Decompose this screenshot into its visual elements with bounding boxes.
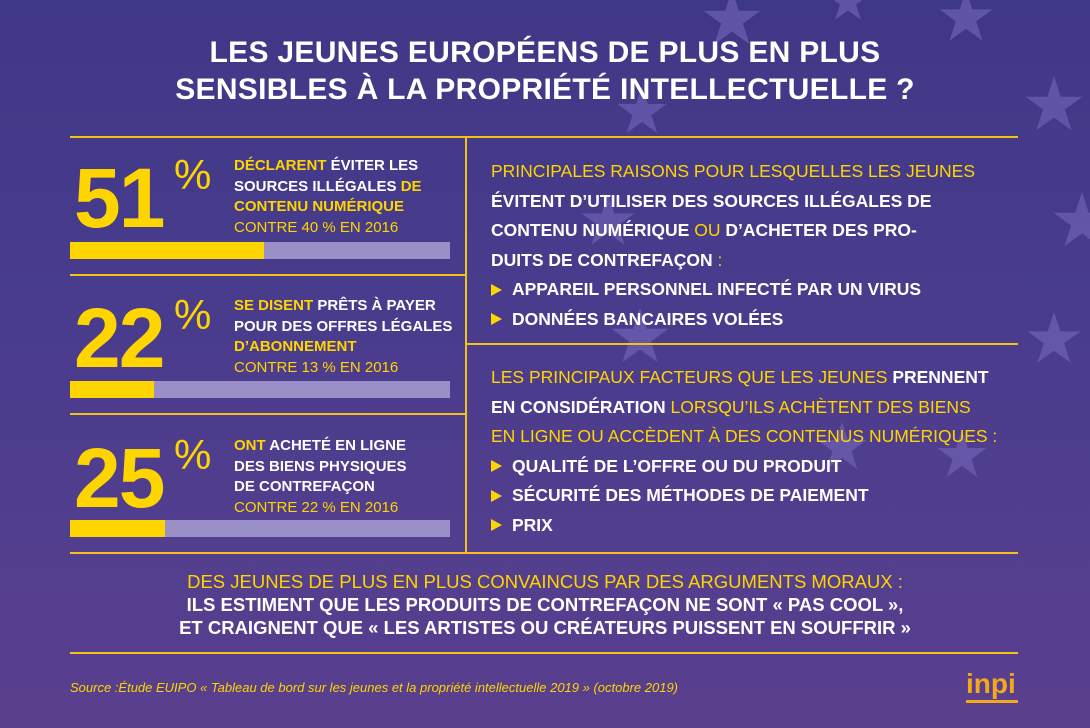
divider-top bbox=[70, 136, 1018, 138]
page-title: LES JEUNES EUROPÉENS DE PLUS EN PLUS SEN… bbox=[0, 34, 1090, 108]
divider-bottom bbox=[70, 552, 1018, 554]
stat-block-3: 25 % ONT ACHETÉ EN LIGNE DES BIENS PHYSI… bbox=[70, 430, 462, 550]
stat-description: SE DISENT PRÊTS À PAYER POUR DES OFFRES … bbox=[234, 296, 462, 378]
stat-description: ONT ACHETÉ EN LIGNE DES BIENS PHYSIQUES … bbox=[234, 436, 462, 518]
triangle-bullet-icon bbox=[491, 490, 502, 502]
divider-stat-2 bbox=[70, 413, 466, 415]
stat-value: 51 bbox=[74, 156, 163, 240]
divider-stat-1 bbox=[70, 274, 466, 276]
star-icon bbox=[1053, 192, 1090, 246]
moral-arguments-statement: DES JEUNES DE PLUS EN PLUS CONVAINCUS PA… bbox=[0, 570, 1090, 639]
stat-block-1: 51 % DÉCLARENT ÉVITER LES SOURCES ILLÉGA… bbox=[70, 150, 462, 270]
stat-description: DÉCLARENT ÉVITER LES SOURCES ILLÉGALES D… bbox=[234, 156, 462, 238]
progress-bar bbox=[70, 520, 450, 537]
inpi-logo: inpi bbox=[966, 668, 1016, 700]
triangle-bullet-icon bbox=[491, 284, 502, 296]
stat-comparison: CONTRE 40 % EN 2016 bbox=[234, 218, 462, 239]
stat-value: 25 bbox=[74, 436, 163, 520]
list-item: APPAREIL PERSONNEL INFECTÉ PAR UN VIRUS bbox=[491, 275, 1011, 305]
list-item: PRIX bbox=[491, 511, 1011, 541]
progress-bar bbox=[70, 381, 450, 398]
stat-value: 22 bbox=[74, 296, 163, 380]
source-note: Source :Étude EUIPO « Tableau de bord su… bbox=[70, 680, 678, 695]
progress-fill bbox=[70, 381, 154, 398]
triangle-bullet-icon bbox=[491, 313, 502, 325]
reasons-panel: PRINCIPALES RAISONS POUR LESQUELLES LES … bbox=[491, 157, 1011, 334]
list-item: QUALITÉ DE L’OFFRE OU DU PRODUIT bbox=[491, 452, 1011, 482]
divider-vertical bbox=[465, 136, 467, 554]
progress-fill bbox=[70, 242, 264, 259]
progress-fill bbox=[70, 520, 165, 537]
title-line-1: LES JEUNES EUROPÉENS DE PLUS EN PLUS bbox=[0, 34, 1090, 71]
divider-source bbox=[70, 652, 1018, 654]
stat-block-2: 22 % SE DISENT PRÊTS À PAYER POUR DES OF… bbox=[70, 290, 462, 410]
triangle-bullet-icon bbox=[491, 460, 502, 472]
percent-sign: % bbox=[174, 294, 211, 336]
stat-comparison: CONTRE 13 % EN 2016 bbox=[234, 358, 462, 379]
list-item: DONNÉES BANCAIRES VOLÉES bbox=[491, 305, 1011, 335]
factors-panel: LES PRINCIPAUX FACTEURS QUE LES JEUNES P… bbox=[491, 363, 1011, 540]
progress-bar bbox=[70, 242, 450, 259]
title-line-2: SENSIBLES À LA PROPRIÉTÉ INTELLECTUELLE … bbox=[0, 71, 1090, 108]
divider-panels bbox=[466, 343, 1018, 345]
logo-underline bbox=[966, 700, 1018, 703]
reasons-intro: PRINCIPALES RAISONS POUR LESQUELLES LES … bbox=[491, 157, 1011, 187]
triangle-bullet-icon bbox=[491, 519, 502, 531]
star-icon bbox=[827, 0, 869, 20]
percent-sign: % bbox=[174, 154, 211, 196]
list-item: SÉCURITÉ DES MÉTHODES DE PAIEMENT bbox=[491, 481, 1011, 511]
percent-sign: % bbox=[174, 434, 211, 476]
star-icon bbox=[1027, 312, 1080, 363]
stat-comparison: CONTRE 22 % EN 2016 bbox=[234, 498, 462, 519]
